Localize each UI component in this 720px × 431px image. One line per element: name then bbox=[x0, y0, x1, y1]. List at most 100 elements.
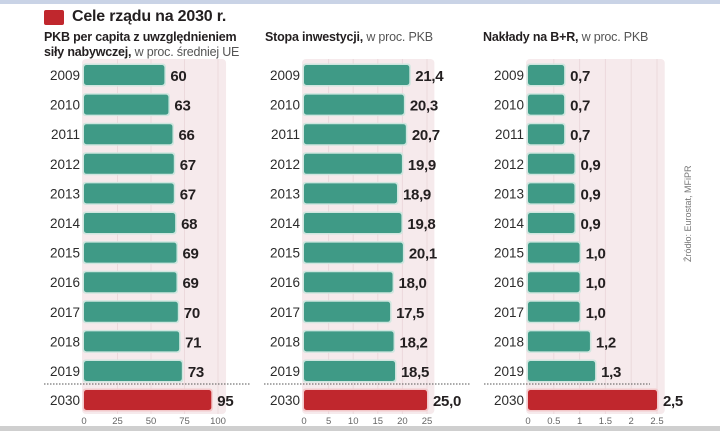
value-label: 0,9 bbox=[580, 216, 600, 233]
bar bbox=[304, 272, 393, 293]
x-tick-label: 15 bbox=[373, 416, 384, 427]
panel-unit-investment: w proc. PKB bbox=[366, 30, 433, 44]
year-label: 2014 bbox=[494, 216, 525, 231]
year-label: 2009 bbox=[494, 68, 524, 83]
year-label: 2030 bbox=[270, 393, 300, 408]
year-label: 2012 bbox=[50, 157, 80, 172]
value-label: 18,5 bbox=[401, 364, 429, 381]
bar bbox=[528, 361, 596, 381]
bottom-border bbox=[0, 426, 720, 431]
panel-title-gdp-line1: PKB per capita z uwzględnieniem bbox=[44, 30, 237, 44]
panel-title-rnd: Nakłady na B+R, w proc. PKB bbox=[483, 30, 648, 45]
bar bbox=[84, 242, 177, 263]
panel-title-gdp: PKB per capita z uwzględnieniem siły nab… bbox=[44, 30, 239, 60]
target-bar bbox=[304, 390, 427, 410]
bar bbox=[84, 272, 177, 293]
year-label: 2016 bbox=[50, 275, 80, 290]
bar bbox=[84, 331, 180, 352]
bar bbox=[528, 213, 575, 233]
value-label: 69 bbox=[182, 246, 198, 263]
top-border bbox=[0, 0, 720, 4]
bar bbox=[528, 183, 575, 204]
value-label: 18,0 bbox=[399, 275, 427, 292]
bar bbox=[304, 153, 402, 174]
year-label: 2030 bbox=[50, 393, 80, 408]
bar bbox=[528, 242, 580, 263]
bar bbox=[528, 301, 580, 322]
year-label: 2015 bbox=[494, 246, 524, 261]
panel-title-rnd-bold: Nakłady na B+R, bbox=[483, 30, 579, 44]
target-bar bbox=[528, 390, 657, 410]
bar bbox=[304, 183, 397, 204]
bar bbox=[84, 153, 174, 174]
value-label: 1,0 bbox=[586, 246, 606, 263]
value-label: 1,0 bbox=[586, 305, 606, 322]
year-label: 2010 bbox=[270, 98, 300, 113]
value-label: 0,9 bbox=[580, 186, 600, 203]
bar bbox=[528, 65, 565, 85]
value-label: 68 bbox=[181, 216, 197, 233]
x-tick-label: 25 bbox=[112, 416, 123, 427]
panel-unit-gdp: w proc. średniej UE bbox=[134, 45, 240, 59]
bar bbox=[84, 94, 169, 115]
value-label: 66 bbox=[178, 127, 194, 144]
year-label: 2016 bbox=[270, 275, 300, 290]
value-label: 63 bbox=[174, 98, 190, 115]
year-label: 2011 bbox=[495, 127, 524, 142]
value-label: 18,9 bbox=[403, 186, 431, 203]
bar bbox=[528, 331, 590, 352]
value-label: 0,7 bbox=[570, 68, 590, 85]
value-label: 0,7 bbox=[570, 98, 590, 115]
bar bbox=[84, 301, 178, 322]
value-label: 0,7 bbox=[570, 127, 590, 144]
year-label: 2011 bbox=[271, 127, 300, 142]
value-label: 20,7 bbox=[412, 127, 440, 144]
bar bbox=[84, 124, 173, 145]
legend-swatch-target bbox=[44, 9, 64, 25]
year-label: 2016 bbox=[494, 275, 524, 290]
year-label: 2015 bbox=[270, 246, 300, 261]
value-label: 95 bbox=[217, 393, 233, 410]
year-label: 2012 bbox=[270, 157, 300, 172]
year-label: 2018 bbox=[50, 334, 80, 349]
x-tick-label: 10 bbox=[348, 416, 359, 427]
x-tick-label: 20 bbox=[397, 416, 408, 427]
year-label: 2019 bbox=[50, 364, 80, 379]
value-label: 25,0 bbox=[433, 393, 461, 410]
bar bbox=[528, 272, 580, 293]
value-label: 19,8 bbox=[407, 216, 435, 233]
year-label: 2013 bbox=[50, 186, 80, 201]
legend-label: Cele rządu na 2030 r. bbox=[72, 8, 227, 25]
x-tick-label: 75 bbox=[179, 416, 190, 427]
year-label: 2009 bbox=[50, 68, 80, 83]
x-tick-label: 5 bbox=[326, 416, 331, 427]
value-label: 17,5 bbox=[396, 305, 424, 322]
value-label: 67 bbox=[180, 157, 196, 174]
panel-title-investment: Stopa inwestycji, w proc. PKB bbox=[265, 30, 433, 45]
bar bbox=[304, 361, 396, 381]
year-label: 2013 bbox=[270, 186, 300, 201]
year-label: 2014 bbox=[270, 216, 301, 231]
value-label: 73 bbox=[188, 364, 204, 381]
bar bbox=[304, 242, 403, 263]
x-tick-label: 0 bbox=[81, 416, 86, 427]
value-label: 20,3 bbox=[410, 98, 438, 115]
panel-title-investment-bold: Stopa inwestycji, bbox=[265, 30, 364, 44]
target-bar bbox=[84, 390, 212, 410]
bar bbox=[304, 65, 410, 85]
bar bbox=[84, 361, 182, 381]
x-tick-label: 1.5 bbox=[599, 416, 612, 427]
value-label: 1,0 bbox=[586, 275, 606, 292]
panel-unit-rnd: w proc. PKB bbox=[581, 30, 649, 44]
value-label: 0,9 bbox=[580, 157, 600, 174]
year-label: 2017 bbox=[494, 305, 524, 320]
bar bbox=[304, 94, 404, 115]
year-label: 2030 bbox=[494, 393, 524, 408]
value-label: 71 bbox=[185, 334, 201, 351]
x-tick-label: 25 bbox=[422, 416, 433, 427]
value-label: 67 bbox=[180, 186, 196, 203]
value-label: 1,2 bbox=[596, 334, 616, 351]
year-label: 2019 bbox=[494, 364, 524, 379]
value-label: 19,9 bbox=[408, 157, 436, 174]
